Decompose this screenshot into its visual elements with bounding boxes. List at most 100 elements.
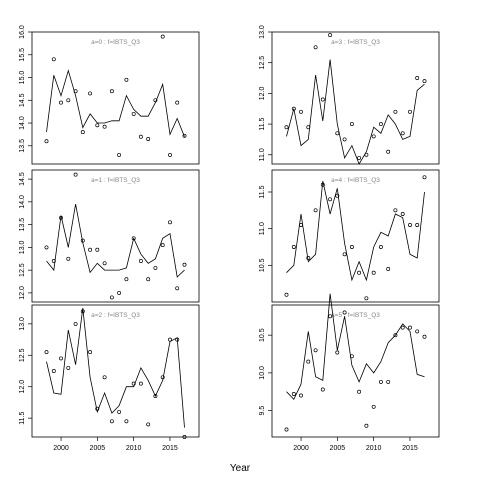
data-point — [153, 394, 158, 399]
x-tick-label: 2015 — [402, 445, 418, 452]
data-point — [386, 379, 391, 384]
data-point — [364, 296, 369, 301]
y-tick-label: 14.5 — [19, 172, 26, 186]
data-point — [357, 389, 362, 394]
y-tick-label: 13.0 — [19, 317, 26, 331]
data-point — [117, 409, 122, 414]
data-point — [66, 256, 71, 261]
data-point — [364, 152, 369, 157]
data-point — [400, 325, 405, 330]
x-tick-label: 2015 — [162, 445, 178, 452]
y-tick-label: 10.0 — [259, 366, 266, 380]
data-point — [109, 419, 114, 424]
y-tick-label: 13.5 — [19, 218, 26, 232]
data-point — [182, 133, 187, 138]
data-point — [400, 131, 405, 136]
data-point — [393, 208, 398, 213]
data-point — [80, 130, 85, 135]
data-point — [146, 422, 151, 427]
data-point — [320, 97, 325, 102]
data-point — [175, 100, 180, 105]
data-point — [138, 259, 143, 263]
data-point — [124, 419, 129, 424]
data-point — [138, 134, 143, 139]
data-point — [102, 261, 107, 266]
data-point — [131, 111, 136, 116]
data-point — [138, 381, 143, 386]
x-tick-label: 2000 — [53, 445, 69, 452]
y-tick-label: 11.0 — [259, 148, 266, 161]
data-point — [342, 310, 347, 315]
data-point — [73, 172, 78, 177]
y-tick-label: 15.5 — [19, 48, 26, 62]
data-point — [313, 45, 318, 50]
data-point — [284, 292, 289, 297]
data-point — [378, 379, 383, 384]
data-point — [95, 406, 100, 411]
data-point — [131, 381, 136, 386]
y-tick-label: 14.0 — [19, 116, 26, 130]
data-point — [415, 223, 420, 227]
data-point — [299, 109, 303, 114]
panel-title: a=0 : f=IBTS_Q3 — [91, 39, 140, 46]
y-tick-label: 11.5 — [19, 411, 26, 424]
y-tick-label: 10.5 — [259, 258, 266, 272]
data-point — [328, 314, 333, 319]
data-point — [328, 197, 333, 202]
x-tick-label: 2000 — [293, 445, 309, 452]
data-point — [160, 243, 165, 248]
data-point — [153, 265, 158, 270]
data-point — [44, 245, 49, 250]
data-point — [342, 137, 347, 142]
data-point — [393, 109, 398, 114]
data-point — [335, 131, 340, 136]
panel-frame — [31, 304, 200, 438]
y-tick-label: 12.0 — [19, 286, 26, 300]
data-point — [102, 375, 107, 380]
data-point — [400, 212, 405, 216]
data-point — [306, 256, 311, 260]
data-point — [393, 333, 398, 338]
panel-title: a=2 : f=IBTS_Q3 — [91, 312, 140, 319]
data-point — [364, 423, 369, 428]
data-point — [59, 356, 63, 361]
data-point — [422, 334, 427, 339]
data-point — [175, 337, 180, 342]
y-tick-label: 11.5 — [259, 185, 266, 198]
data-point — [168, 152, 172, 157]
data-point — [124, 277, 129, 282]
data-point — [313, 208, 318, 213]
series-line — [46, 308, 185, 428]
series-line — [286, 59, 425, 165]
data-point — [408, 325, 412, 330]
data-point — [335, 350, 340, 355]
data-point — [371, 270, 376, 275]
data-point — [88, 247, 93, 252]
data-point — [284, 125, 289, 130]
series-line — [286, 180, 425, 282]
y-tick-label: 12.5 — [19, 348, 26, 362]
data-point — [182, 262, 187, 267]
data-point — [306, 359, 311, 364]
data-point — [73, 89, 78, 94]
x-tick-label: 2005 — [90, 445, 106, 452]
y-tick-label: 13.5 — [19, 139, 26, 153]
data-point — [124, 77, 129, 82]
panel-2: a=1 : f=IBTS_Q3 12.0 12.5 13.0 13.5 14.0 14.5 — [19, 169, 200, 303]
y-tick-label: 15.0 — [19, 71, 26, 85]
y-tick-label: 12.0 — [259, 86, 266, 100]
y-tick-label: 13.0 — [19, 240, 26, 254]
data-point — [109, 295, 114, 300]
data-point — [51, 369, 56, 373]
data-point — [408, 109, 412, 114]
y-tick-label: 10.5 — [259, 328, 266, 342]
x-tick-label: 2010 — [366, 445, 382, 452]
data-point — [88, 91, 93, 96]
data-point — [153, 98, 158, 103]
data-point — [51, 57, 56, 62]
data-point — [378, 122, 383, 127]
y-tick-label: 12.5 — [19, 263, 26, 277]
data-point — [160, 375, 165, 380]
data-point — [349, 245, 354, 249]
series-line — [46, 204, 185, 278]
